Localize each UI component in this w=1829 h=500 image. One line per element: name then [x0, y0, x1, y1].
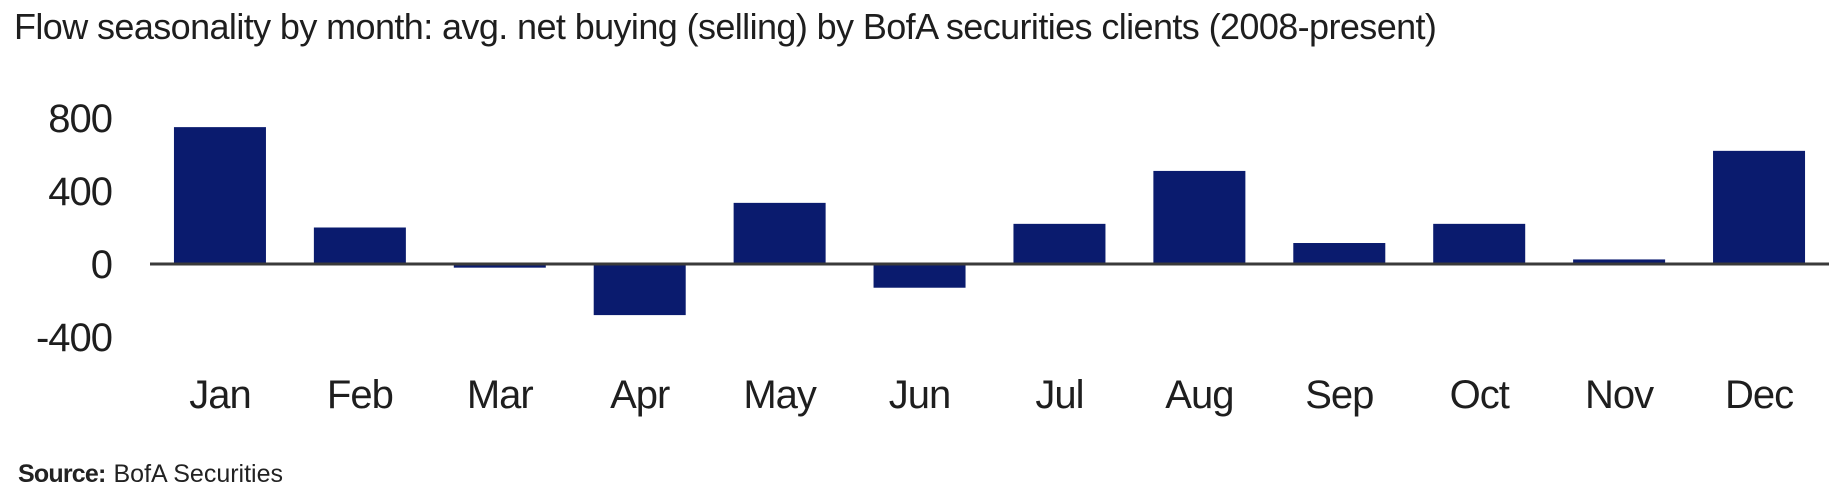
x-tick-label-may: May — [743, 373, 817, 417]
x-tick-label-oct: Oct — [1450, 373, 1510, 417]
x-tick-label-jul: Jul — [1035, 373, 1083, 417]
x-tick-label-feb: Feb — [327, 373, 393, 417]
bars — [173, 127, 1806, 316]
x-tick-label-aug: Aug — [1165, 373, 1233, 417]
bar-sep — [1293, 243, 1386, 264]
x-tick-label-jan: Jan — [189, 373, 251, 417]
x-tick-label-mar: Mar — [467, 373, 534, 417]
y-tick-label: -400 — [36, 316, 112, 360]
x-axis-tick-labels: Jan Feb Mar Apr May Jun Jul Aug Sep Oct Nov Dec — [189, 373, 1794, 417]
x-tick-label-apr: Apr — [610, 373, 670, 417]
x-tick-label-jun: Jun — [889, 373, 951, 417]
chart-title: Flow seasonality by month: avg. net buyi… — [14, 6, 1437, 47]
bar-jan — [173, 127, 266, 264]
y-tick-label: 0 — [91, 243, 112, 287]
x-tick-label-dec: Dec — [1725, 373, 1793, 417]
bar-jul — [1013, 223, 1106, 264]
x-tick-label-nov: Nov — [1585, 373, 1654, 417]
source-label: Source: — [18, 460, 106, 488]
bar-nov — [1573, 259, 1666, 264]
y-axis-tick-labels: 800 400 0 -400 — [36, 97, 113, 360]
source-line: Source: BofA Securities — [18, 460, 283, 489]
bar-may — [733, 202, 826, 264]
bar-oct — [1433, 223, 1526, 264]
bar-apr — [593, 264, 686, 316]
bar-dec — [1713, 150, 1806, 264]
source-value: BofA Securities — [113, 460, 284, 488]
bar-chart: 800 400 0 -400 Jan Feb Mar Apr May Jun Jul Aug Sep O… — [36, 97, 1829, 417]
y-tick-label: 800 — [48, 97, 112, 141]
y-tick-label: 400 — [48, 170, 112, 214]
bar-aug — [1153, 170, 1246, 264]
bar-jun — [873, 264, 966, 288]
bar-mar — [453, 264, 546, 268]
x-tick-label-sep: Sep — [1305, 373, 1373, 417]
bar-feb — [313, 227, 406, 264]
